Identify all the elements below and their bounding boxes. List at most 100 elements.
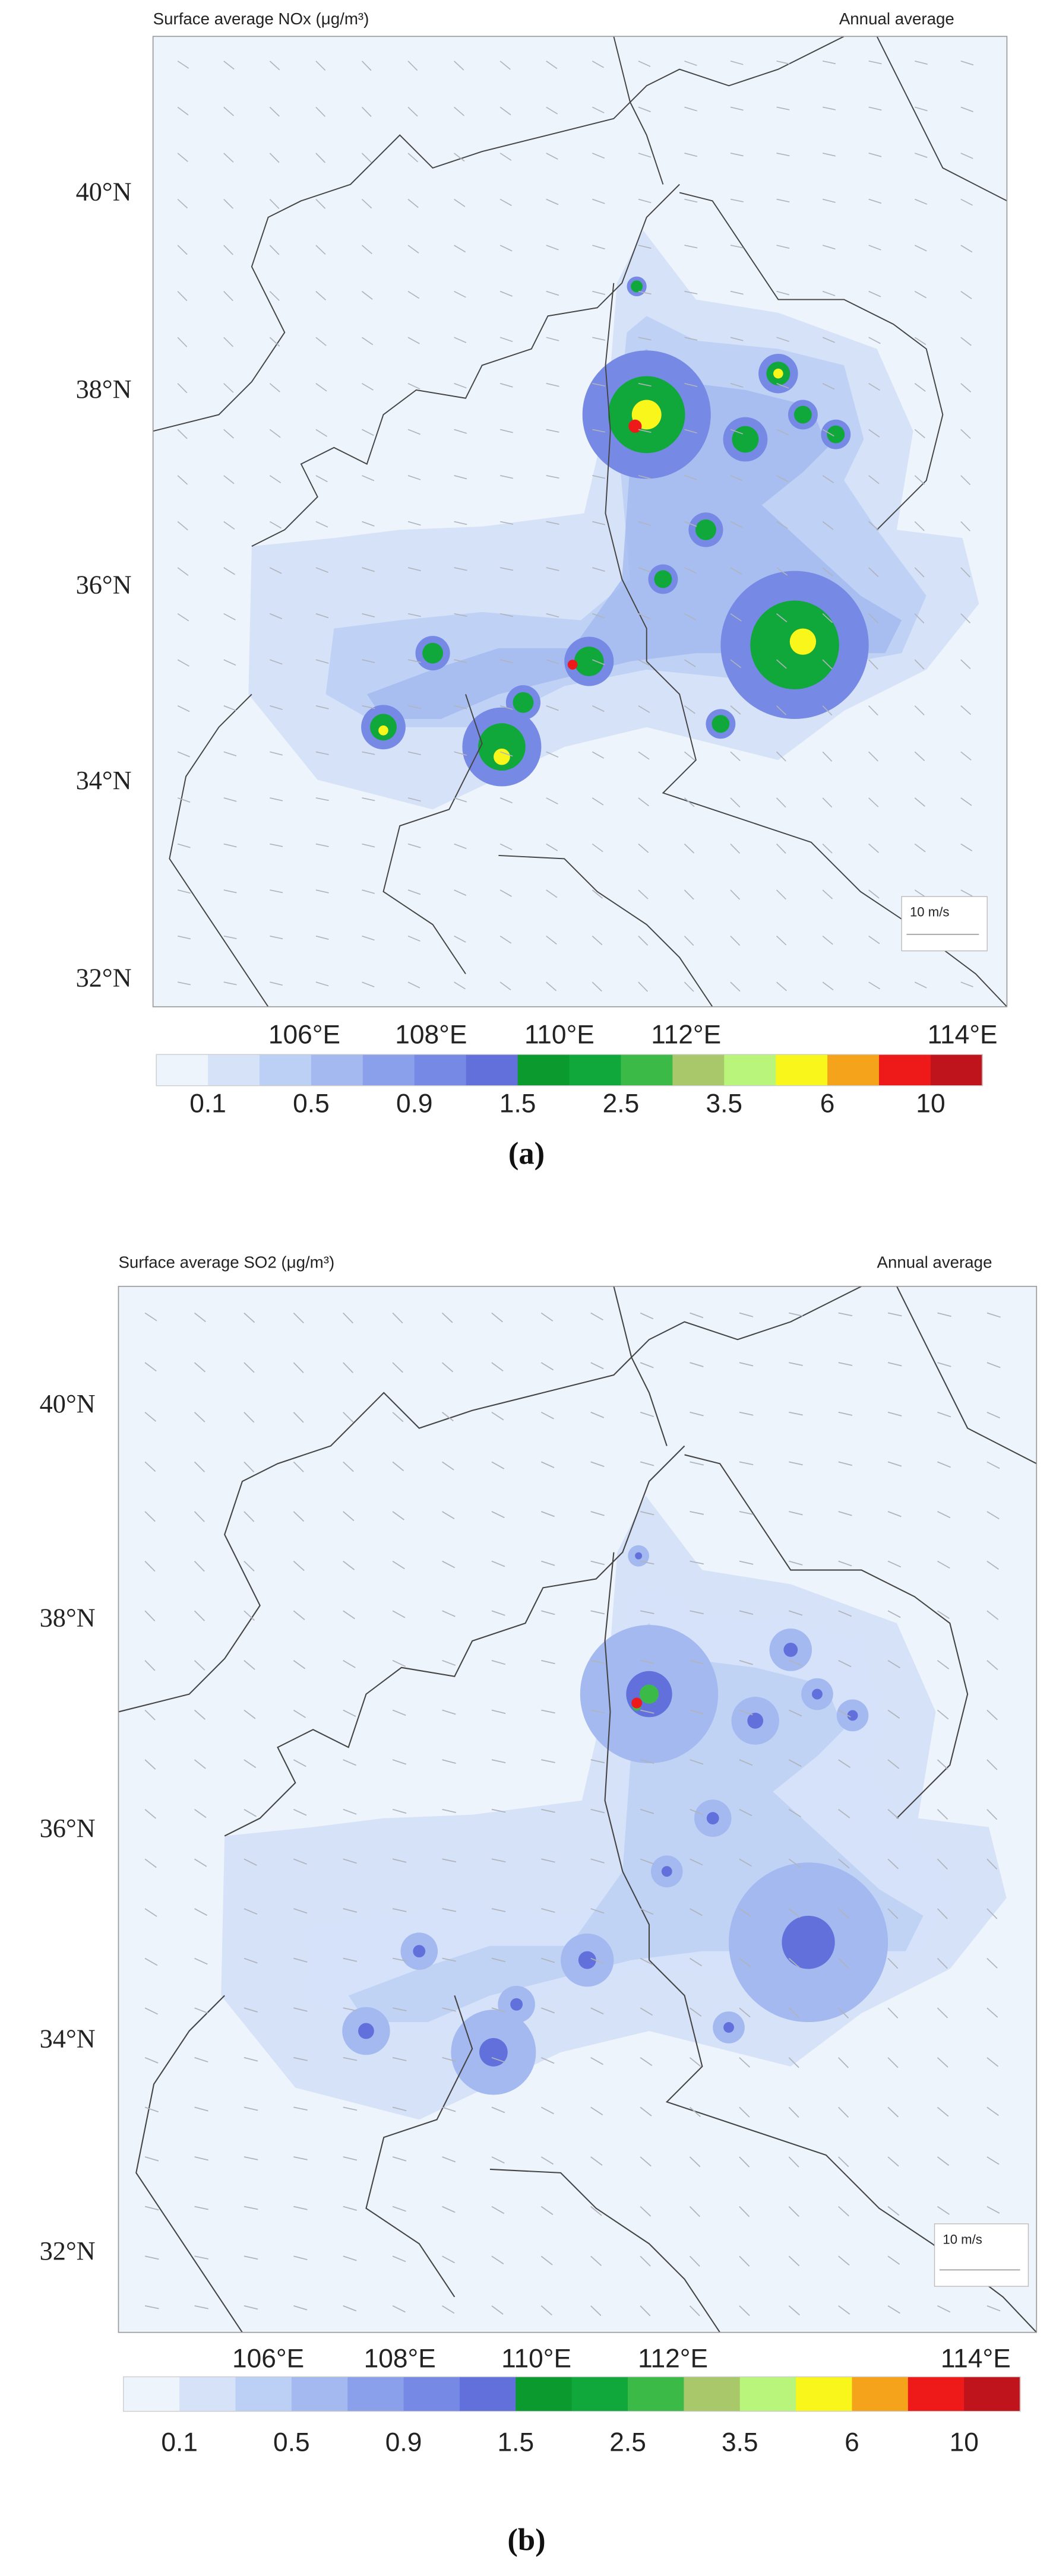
wind-vector [689, 2106, 701, 2117]
wind-vector [442, 2305, 455, 2314]
wind-vector [822, 751, 833, 762]
wind-vector [868, 290, 881, 297]
colorbar-segment [414, 1054, 467, 1086]
hotspot-core [631, 1697, 643, 1709]
wind-vector [362, 337, 374, 346]
wind-vector [407, 705, 421, 709]
border [224, 1445, 685, 1837]
lat-label: 32°N [76, 964, 132, 993]
wind-vector [442, 2007, 456, 2012]
wind-vector [144, 2106, 159, 2113]
wind-vector [499, 889, 512, 897]
wind-vector [684, 153, 698, 157]
colorbar-segment [571, 2377, 628, 2412]
wind-vector [592, 843, 603, 853]
wind-vector [739, 1411, 754, 1416]
colorbar-segment [852, 2377, 909, 2412]
wind-vector [269, 337, 280, 347]
wind-vector [407, 981, 420, 988]
wind-vector [362, 383, 374, 391]
wind-vector [540, 1312, 554, 1322]
wind-vector [546, 337, 559, 341]
wind-vector [868, 245, 881, 251]
wind-vector [684, 981, 694, 992]
wind-vector [914, 337, 926, 346]
wind-vector [194, 2106, 208, 2112]
colorbar-segment [684, 2377, 741, 2412]
wind-vector [144, 2057, 159, 2064]
wind-vector [690, 1461, 704, 1466]
wind-vector [986, 1610, 999, 1620]
wind-vector [362, 659, 375, 663]
wind-vector [590, 2057, 603, 2065]
wind-vector [407, 613, 421, 617]
wind-vector [592, 198, 605, 204]
wind-vector [223, 429, 234, 439]
wind-vector [986, 1957, 998, 1969]
wind-vector [499, 61, 511, 70]
wind-vector [343, 1908, 358, 1913]
wind-vector [684, 290, 698, 294]
wind-vector [315, 475, 328, 483]
wind-vector [838, 2007, 849, 2019]
wind-vector [491, 1709, 506, 1715]
wind-vector [293, 2255, 308, 2261]
wind-vector [838, 2255, 850, 2266]
wind-vector [788, 1808, 801, 1818]
lat-label: 34°N [40, 2024, 96, 2053]
colorbar-segment [516, 2377, 573, 2412]
wind-vector [223, 981, 237, 986]
colorbar-label: 1.5 [498, 2428, 535, 2457]
wind-vector [638, 383, 652, 387]
wind-vector [638, 751, 650, 760]
wind-vector [499, 383, 513, 388]
wind-vector [638, 429, 652, 433]
wind-vector [776, 843, 786, 854]
wind-vector [223, 475, 235, 484]
colorbar-frame [156, 1054, 983, 1086]
wind-vector [776, 61, 790, 65]
hotspot-core [639, 1684, 659, 1704]
wind-vector [640, 1312, 654, 1320]
wind-vector [914, 198, 928, 205]
wind-vector [986, 2057, 999, 2067]
wind-vector [638, 843, 649, 853]
hotspot [812, 1688, 823, 1700]
wind-vector [739, 1957, 751, 1967]
hotspot [732, 426, 759, 453]
wind-vector [343, 1759, 356, 1766]
wind-vector [541, 1610, 555, 1615]
wind-vector [144, 1610, 156, 1621]
wind-vector [739, 2255, 750, 2267]
wind-vector [454, 659, 467, 663]
hotspot [478, 723, 526, 771]
wind-vector [499, 198, 512, 207]
wind-vector [499, 337, 513, 343]
wind-vector [638, 889, 649, 899]
wind-vector [739, 1908, 752, 1918]
wind-vector [868, 567, 879, 577]
wind-vector [194, 1908, 207, 1916]
wind-vector [937, 1908, 948, 1919]
wind-vector [592, 567, 605, 572]
wind-vector [776, 889, 786, 900]
wind-vector [177, 291, 188, 302]
wind-vector [491, 1511, 505, 1519]
wind-vector [454, 383, 467, 389]
wind-vector [270, 981, 283, 986]
wind-vector [546, 290, 559, 296]
wind-vector [776, 429, 789, 436]
wind-vector [177, 705, 190, 712]
wind-vector [590, 1957, 605, 1965]
wind-vector [177, 245, 188, 255]
map-content [153, 36, 1007, 1007]
wind-vector [590, 1511, 605, 1516]
wind-vector [838, 1908, 849, 1919]
wind-vector [937, 1312, 951, 1317]
wind-vector [442, 1610, 456, 1617]
lat-label: 38°N [76, 375, 132, 404]
hotspot [747, 1712, 764, 1729]
wind-vector [684, 61, 697, 66]
wind-vector [244, 2106, 258, 2111]
